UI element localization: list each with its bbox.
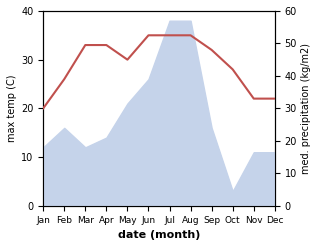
Y-axis label: max temp (C): max temp (C)	[7, 75, 17, 142]
X-axis label: date (month): date (month)	[118, 230, 200, 240]
Y-axis label: med. precipitation (kg/m2): med. precipitation (kg/m2)	[301, 43, 311, 174]
